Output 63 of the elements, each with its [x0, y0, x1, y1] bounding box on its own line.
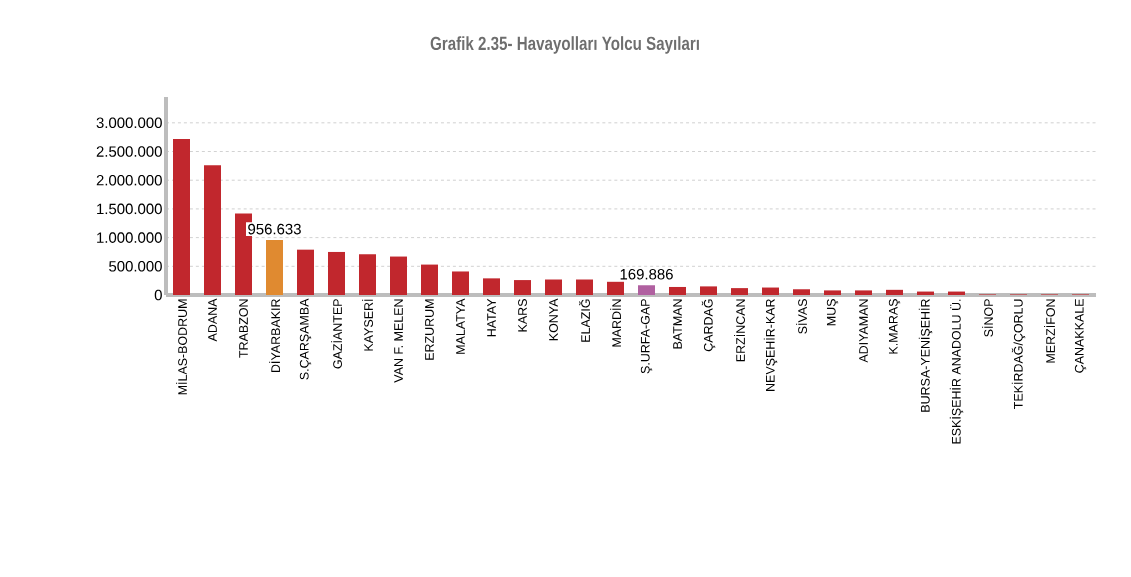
x-tick-label: KARS	[518, 299, 527, 332]
bar	[452, 271, 469, 295]
y-tick-label: 2.500.000	[96, 146, 162, 157]
x-tick-label: ELAZIĞ	[579, 299, 590, 342]
x-tick-label: K.MARAŞ	[888, 299, 901, 354]
x-tick-label: ADANA	[208, 298, 217, 342]
y-tick-label: 2.000.000	[96, 174, 162, 186]
bar	[173, 138, 190, 295]
bar	[793, 289, 811, 295]
x-tick-label: TRABZON	[239, 299, 248, 358]
bar	[576, 279, 593, 295]
x-tick-label: ERZİNCAN	[734, 299, 745, 362]
x-tick-label: ERZURUM	[425, 299, 434, 360]
y-tick-label: 1.500.000	[97, 203, 162, 215]
x-tick-label: MUŞ	[826, 299, 839, 326]
x-tick-label: SİVAS	[796, 299, 807, 334]
bar	[514, 280, 531, 295]
bar	[483, 278, 500, 295]
x-tick-label: NEVŞEHİR-KAR	[763, 299, 778, 391]
bar	[545, 279, 562, 295]
bar	[328, 251, 345, 295]
x-tick-label: ÇARDAĞ	[701, 299, 716, 352]
x-tick-label: KONYA	[549, 298, 558, 341]
y-tick-label: 0	[154, 289, 162, 301]
x-tick-label: S.ÇARŞAMBA	[299, 298, 312, 380]
x-tick-label: BURSA-YENİŞEHİR	[918, 299, 933, 412]
bar	[204, 165, 221, 295]
x-tick-label: Ş.URFA-GAP	[640, 299, 653, 374]
y-tick-label: 500.000	[109, 261, 162, 272]
bar	[762, 287, 780, 295]
x-tick-label: VAN F. MELEN	[394, 299, 403, 383]
x-tick-label: MİLAS-BODRUM	[176, 299, 187, 395]
x-tick-label: MARDİN	[610, 299, 621, 347]
bar	[421, 264, 438, 295]
y-tick-label: 1.000.000	[97, 232, 162, 243]
bar	[266, 240, 283, 295]
bar	[297, 249, 314, 295]
bar	[390, 256, 407, 295]
bar	[359, 254, 376, 295]
x-tick-label: SİNOP	[982, 299, 993, 337]
data-label: 169.886	[620, 268, 673, 280]
bar	[855, 290, 873, 295]
x-tick-label: ESKİŞEHİR ANADOLU Ü.	[949, 299, 964, 444]
x-tick-label: MERZİFON	[1044, 299, 1055, 363]
chart-title: Grafik 2.35- Havayolları Yolcu Sayıları	[430, 36, 699, 54]
data-label: 956.633	[248, 223, 301, 235]
x-tick-label: ADIYAMAN	[859, 299, 868, 363]
bar	[731, 288, 749, 295]
x-tick-label: HATAY	[487, 298, 496, 337]
x-tick-label: GAZİANTEP	[331, 299, 342, 369]
bar	[824, 290, 842, 295]
bar	[669, 286, 687, 295]
x-tick-label: TEKİRDAĞ/ÇORLU	[1011, 299, 1026, 409]
y-tick-label: 3.000.000	[96, 117, 162, 129]
bar	[607, 281, 625, 295]
x-tick-label: ÇANAKKALE	[1074, 299, 1087, 373]
bar	[886, 289, 904, 295]
bar	[638, 285, 656, 295]
x-tick-label: MALATYA	[456, 298, 465, 354]
x-tick-label: DİYARBAKIR	[269, 299, 280, 373]
x-tick-label: BATMAN	[673, 299, 682, 349]
x-tick-label: KAYSERİ	[362, 299, 373, 351]
bar	[700, 286, 718, 295]
